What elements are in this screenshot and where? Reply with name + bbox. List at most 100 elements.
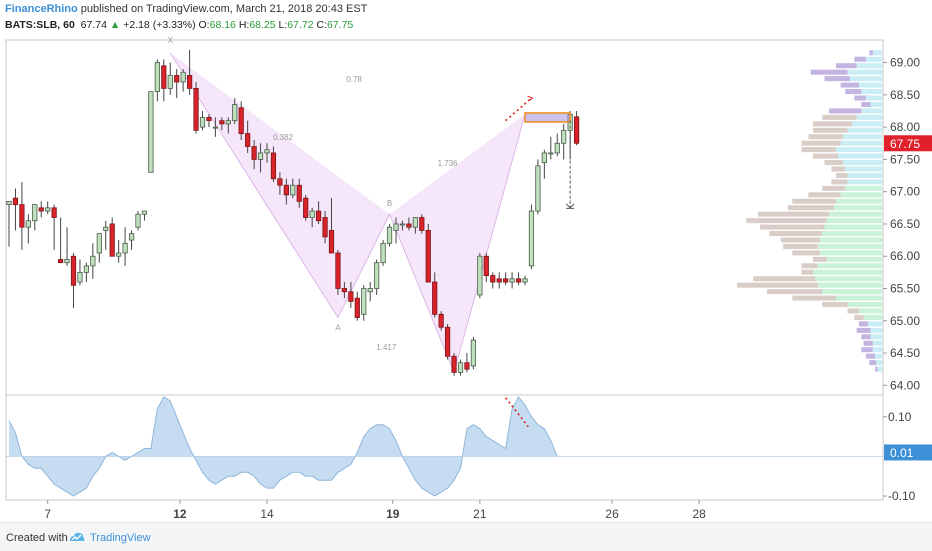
pattern-label: B (387, 199, 392, 208)
open-value: 68.16 (209, 19, 236, 31)
volume-profile-row (787, 205, 882, 211)
candle (154, 59, 160, 102)
author-link[interactable]: FinanceRhino (5, 3, 78, 15)
candle-body (490, 275, 496, 283)
volume-profile-down-bar (808, 192, 841, 198)
volume-profile-down-bar (831, 166, 846, 172)
candle (58, 217, 64, 264)
published-text: published on TradingView.com, March 21, … (80, 3, 368, 15)
candle-body (361, 288, 367, 315)
volume-profile-down-bar (813, 127, 848, 133)
candle (548, 136, 554, 160)
volume-profile-down-bar (822, 114, 857, 120)
volume-profile-row (831, 179, 882, 185)
candle-body (315, 210, 322, 222)
candle-body (561, 129, 567, 144)
candle-body (322, 217, 328, 238)
volume-profile-down-bar (854, 56, 866, 62)
candle-body (515, 278, 522, 283)
candle (470, 336, 477, 370)
candle (419, 214, 425, 234)
candle-body (438, 313, 444, 328)
candle (12, 188, 19, 231)
candle (380, 240, 386, 266)
volume-profile-row (869, 50, 882, 56)
volume-profile-row (813, 121, 882, 127)
candle-body (251, 146, 257, 160)
candle-body (103, 226, 109, 231)
candle-body (477, 255, 483, 296)
candle-body (148, 91, 154, 173)
volume-profile-up-bar (842, 160, 882, 166)
candle (412, 217, 418, 234)
time-axis-label: 14 (260, 507, 274, 521)
candle (51, 204, 57, 250)
footer-bar: Created with TradingView (0, 522, 932, 551)
candle-body (32, 204, 38, 222)
volume-profile-down-bar (831, 179, 848, 185)
volume-profile-up-bar (819, 250, 882, 256)
volume-profile-down-bar (859, 321, 869, 327)
price-chart[interactable]: X A B 0.78 0.382 1.736 1.417 64.00 64.50 65.00 65.… (0, 34, 932, 522)
candle-body (348, 291, 354, 302)
candle-body (341, 288, 348, 293)
candle (232, 98, 238, 124)
pattern-label: A (335, 323, 341, 332)
low-label: L: (278, 19, 288, 31)
candle-body (64, 259, 70, 264)
candle-body (6, 200, 12, 205)
candle (122, 227, 128, 266)
candle (490, 272, 496, 289)
volume-profile-up-bar (861, 108, 882, 114)
volume-profile-up-bar (852, 121, 882, 127)
candle-body (90, 255, 96, 267)
candle-body (541, 152, 547, 164)
current-oscillator-tag (884, 444, 932, 461)
candle (186, 49, 193, 95)
volume-profile-up-bar (824, 224, 882, 230)
time-axis-label: 28 (692, 507, 706, 521)
volume-profile-down-bar (822, 185, 846, 191)
candle (193, 81, 199, 134)
candle-body (522, 278, 528, 283)
candle (515, 272, 522, 286)
created-with-text: Created with (6, 532, 68, 544)
price-axis-label: 64.50 (890, 346, 920, 360)
price-axis-label: 68.00 (890, 120, 920, 134)
volume-profile-down-bar (808, 134, 843, 140)
volume-profile-row (808, 192, 882, 198)
volume-profile-row (801, 147, 882, 153)
volume-profile-up-bar (840, 192, 882, 198)
volume-profile-up-bar (847, 127, 882, 133)
candle-body (51, 207, 57, 218)
candle-body (141, 210, 148, 215)
candle (367, 282, 373, 302)
tradingview-logo-icon[interactable] (68, 531, 86, 543)
current-oscillator-label: 0.01 (890, 446, 914, 460)
volume-profile-down-bar (869, 50, 873, 56)
volume-profile-down-bar (801, 269, 813, 275)
volume-profile-row (845, 89, 882, 95)
oscillator-axis-label: -0.10 (888, 489, 916, 503)
candle-body (58, 259, 64, 264)
candle-body (328, 230, 335, 254)
candle-body (483, 255, 489, 276)
volume-profile-up-bar (833, 205, 882, 211)
price-axis-label: 64.00 (890, 378, 920, 392)
volume-profile-up-bar (861, 89, 882, 95)
volume-profile-down-bar (787, 205, 834, 211)
divergence-line-price (505, 97, 532, 122)
symbol-label[interactable]: BATS:SLB, 60 (5, 19, 75, 31)
tradingview-brand-link[interactable]: TradingView (90, 532, 151, 544)
volume-profile-down-bar (840, 82, 859, 88)
pattern-triangle-bcd (389, 114, 525, 373)
volume-profile-up-bar (817, 243, 882, 249)
candle (277, 172, 283, 195)
candle (270, 146, 277, 182)
volume-profile-row (808, 134, 882, 140)
volume-profile-up-bar (849, 76, 882, 82)
volume-profile-up-bar (845, 166, 882, 172)
candle-body (12, 197, 19, 205)
volume-profile-row (822, 302, 882, 308)
volume-profile-up-bar (859, 308, 882, 314)
